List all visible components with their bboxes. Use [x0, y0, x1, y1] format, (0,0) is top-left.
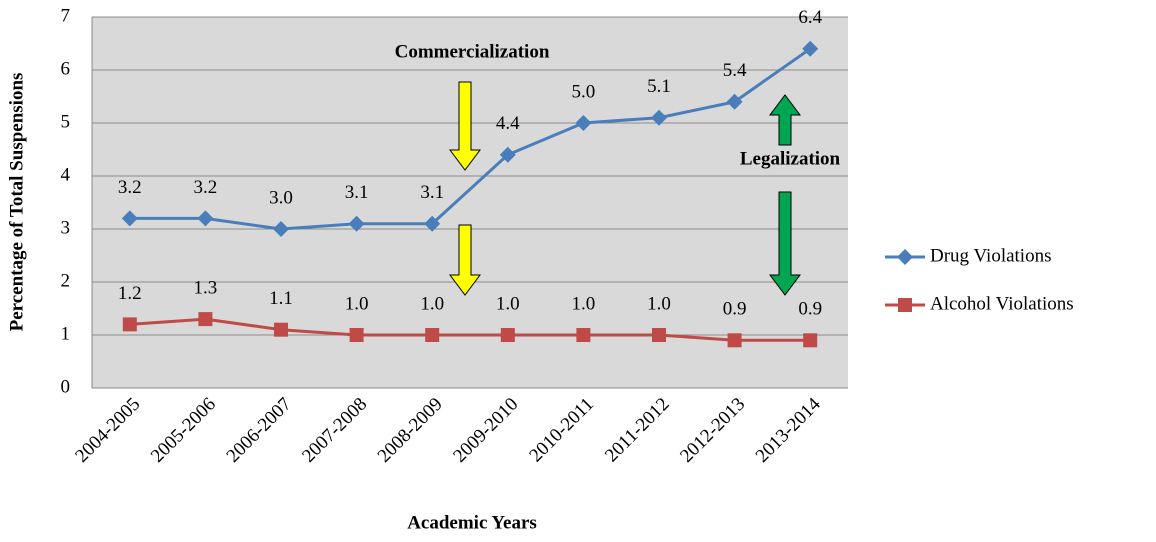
x-tick-label: 2013-2014: [752, 393, 825, 466]
x-tick-label: 2011-2012: [601, 394, 674, 467]
y-tick-label: 7: [61, 5, 71, 26]
marker: [198, 312, 213, 327]
marker: [500, 328, 515, 342]
marker: [274, 322, 288, 337]
marker: [425, 328, 440, 342]
arrows: [449, 81, 801, 296]
marker: [802, 40, 819, 57]
data-label: 0.9: [798, 299, 822, 320]
x-tick-label: 2004-2005: [71, 394, 144, 467]
series-line: [129, 317, 811, 342]
marker: [727, 333, 742, 348]
x-tick-label: 2006-2007: [223, 394, 296, 467]
data-label: 5.1: [647, 76, 671, 97]
data-label: 3.2: [194, 177, 218, 198]
marker: [122, 317, 137, 332]
y-tick-label: 6: [61, 58, 71, 79]
y-tick-label: 4: [61, 164, 71, 185]
data-label: 3.1: [420, 182, 444, 203]
marker: [499, 146, 516, 163]
x-tick-label: 2005-2006: [147, 394, 220, 467]
plot-area: [92, 17, 848, 388]
arrow: [769, 191, 801, 296]
annotation: Legalization: [740, 148, 841, 169]
y-tick-label: 2: [61, 270, 71, 291]
data-label: 1.0: [420, 293, 444, 314]
marker: [349, 328, 364, 342]
y-tick-label: 1: [61, 323, 71, 344]
data-label: 6.4: [798, 7, 822, 28]
marker: [898, 298, 912, 312]
marker: [197, 210, 214, 227]
legend-label: Drug Violations: [930, 245, 1051, 266]
data-label: 1.0: [647, 293, 671, 314]
data-label: 1.3: [194, 277, 218, 298]
x-tick-label: 2007-2008: [298, 394, 371, 467]
data-label: 4.4: [496, 113, 520, 134]
marker: [652, 328, 666, 342]
marker: [348, 215, 365, 232]
x-tick-label: 2012-2013: [676, 394, 749, 467]
marker: [121, 210, 138, 227]
y-tick-label: 3: [61, 217, 71, 238]
marker: [897, 249, 913, 265]
y-tick-label: 0: [61, 376, 71, 397]
marker: [726, 93, 743, 110]
data-label: 3.0: [269, 187, 293, 208]
data-label: 1.0: [572, 293, 596, 314]
marker: [803, 333, 818, 348]
marker: [575, 115, 592, 131]
marker: [424, 215, 441, 232]
arrow: [449, 81, 481, 171]
arrow: [769, 94, 801, 146]
data-label: 1.2: [118, 283, 142, 304]
marker: [273, 221, 289, 237]
data-label: 0.9: [723, 299, 747, 320]
marker: [651, 109, 667, 126]
x-tick-label: 2008-2009: [374, 394, 447, 467]
y-axis-title: Percentage of Total Suspensions: [6, 73, 27, 332]
marker: [576, 328, 591, 342]
annotation: Commercialization: [395, 41, 550, 62]
legend-label: Alcohol Violations: [930, 293, 1074, 314]
data-label: 1.1: [269, 288, 293, 309]
y-tick-label: 5: [61, 111, 71, 132]
data-label: 5.4: [723, 60, 747, 81]
x-tick-label: 2009-2010: [449, 394, 522, 467]
data-label: 3.2: [118, 177, 142, 198]
x-tick-label: 2010-2011: [525, 394, 598, 467]
x-axis-title: Academic Years: [407, 512, 537, 533]
data-label: 3.1: [345, 182, 369, 203]
data-label: 1.0: [496, 293, 520, 314]
series-line: [129, 47, 812, 231]
data-label: 1.0: [345, 293, 369, 314]
data-label: 5.0: [572, 81, 596, 102]
arrow: [449, 224, 481, 296]
